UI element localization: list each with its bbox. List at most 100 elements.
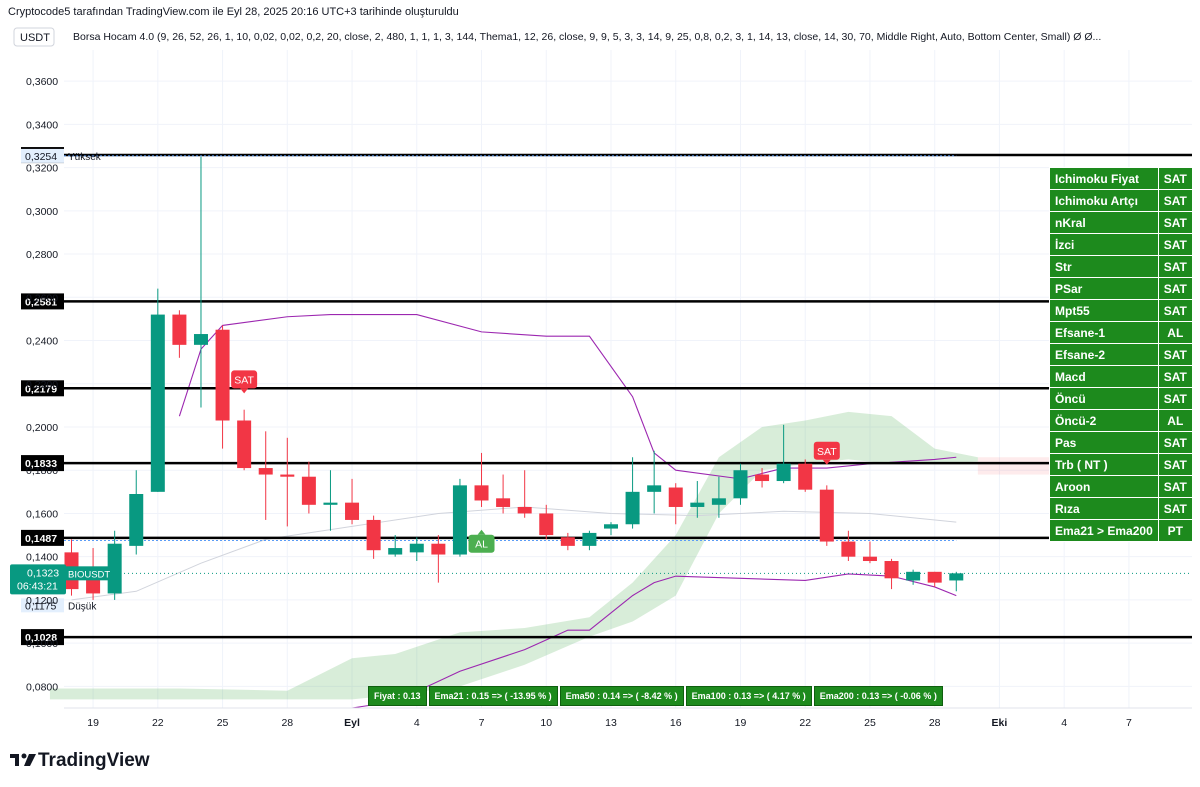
signal-value: PT bbox=[1157, 519, 1193, 542]
signal-name: Öncü bbox=[1049, 387, 1159, 410]
candle-body bbox=[927, 571, 942, 583]
candle-body bbox=[366, 519, 381, 551]
candle-body bbox=[215, 329, 230, 421]
signal-row: Ichimoku Fiyat SAT bbox=[1049, 167, 1193, 190]
candle-body bbox=[409, 543, 424, 553]
hl-label-text: Yüksek bbox=[68, 152, 102, 163]
candle-body bbox=[884, 561, 899, 579]
y-tick-label: 0,2800 bbox=[26, 249, 58, 261]
candle bbox=[366, 515, 381, 559]
candle bbox=[733, 463, 748, 505]
candle-body bbox=[819, 489, 834, 542]
level-label-box bbox=[21, 629, 64, 646]
indicator-lines bbox=[71, 314, 957, 709]
x-tick-label: 7 bbox=[479, 717, 485, 729]
candle bbox=[604, 522, 618, 536]
candle-body bbox=[841, 541, 856, 557]
candle-body bbox=[150, 314, 165, 492]
x-tick-label: Eyl bbox=[344, 717, 360, 729]
candle-body bbox=[193, 334, 208, 345]
signal-value: SAT bbox=[1157, 475, 1193, 498]
candle bbox=[129, 470, 144, 555]
candle bbox=[668, 483, 683, 525]
signal-name: Efsane-1 bbox=[1049, 321, 1159, 344]
signal-pointer bbox=[240, 388, 249, 394]
signal-name: Rıza bbox=[1049, 497, 1159, 520]
time-axis[interactable]: 19 22 25 28 Eyl 4 7 10 13 16 19 22 25 28 Eki 4 7 bbox=[64, 707, 1192, 729]
signal-box bbox=[468, 534, 495, 553]
x-tick-label: 19 bbox=[735, 717, 747, 729]
currency-label: USDT bbox=[20, 32, 50, 44]
candle-body bbox=[906, 571, 921, 581]
x-tick-label: 4 bbox=[1061, 717, 1067, 729]
candle bbox=[431, 535, 446, 583]
candle bbox=[841, 530, 856, 562]
lower-band-line bbox=[351, 573, 957, 709]
candle-body bbox=[539, 513, 554, 536]
logo-mark-bar bbox=[10, 754, 19, 758]
signal-row: Pas SAT bbox=[1049, 431, 1193, 454]
price-axis[interactable]: 0,0800 0,1000 0,1200 0,1400 0,1600 0,1800 0,20… bbox=[10, 76, 110, 693]
candle bbox=[798, 459, 813, 492]
signal-value: SAT bbox=[1157, 211, 1193, 234]
hl-label-box bbox=[21, 148, 64, 163]
x-tick-label: 28 bbox=[281, 717, 293, 729]
signal-row: Öncü-2 AL bbox=[1049, 409, 1193, 432]
current-price-box bbox=[10, 564, 66, 595]
candle-body bbox=[949, 573, 964, 581]
signal-pointer bbox=[477, 529, 486, 535]
candle-body bbox=[711, 498, 726, 505]
indicator-settings[interactable]: Borsa Hocam 4.0 (9, 26, 52, 26, 1, 10, 0… bbox=[73, 31, 1101, 43]
candle bbox=[323, 470, 338, 531]
candle bbox=[301, 461, 316, 514]
candle bbox=[539, 504, 554, 540]
signal-row: Efsane-1 AL bbox=[1049, 321, 1193, 344]
signal-row: Efsane-2 SAT bbox=[1049, 343, 1193, 366]
signal-value: SAT bbox=[1157, 365, 1193, 388]
x-tick-label: 7 bbox=[1126, 717, 1132, 729]
y-tick-label: 0,1200 bbox=[26, 595, 58, 607]
level-label-box bbox=[21, 529, 64, 546]
candle-body bbox=[798, 463, 813, 490]
signal-name: Ichimoku Fiyat bbox=[1049, 167, 1159, 190]
signal-value: SAT bbox=[1157, 167, 1193, 190]
level-label: 0,2581 bbox=[25, 296, 57, 308]
indicator-legend[interactable]: USDT Borsa Hocam 4.0 (9, 26, 52, 26, 1, … bbox=[13, 27, 1101, 47]
hl-label-box bbox=[21, 598, 64, 613]
signal-pointer bbox=[822, 459, 831, 465]
signal-name: Str bbox=[1049, 255, 1159, 278]
signal-markers: SAT AL SAT bbox=[231, 370, 840, 553]
signal-name: Mpt55 bbox=[1049, 299, 1159, 322]
signal-row: İzci SAT bbox=[1049, 233, 1193, 256]
candle bbox=[474, 452, 489, 507]
ema-summary-cell: Ema100 : 0.13 => ( 4.17 % ) bbox=[685, 686, 812, 706]
signal-name: İzci bbox=[1049, 233, 1159, 256]
signal-value: SAT bbox=[1157, 299, 1193, 322]
candle bbox=[280, 437, 295, 527]
logo-mark-stem bbox=[15, 754, 19, 766]
candles[interactable] bbox=[64, 156, 964, 600]
candle-body bbox=[755, 474, 770, 482]
kijun-line bbox=[178, 314, 957, 480]
candle bbox=[884, 558, 899, 590]
signal-name: PSar bbox=[1049, 277, 1159, 300]
candle-body bbox=[129, 494, 144, 546]
signal-name: Efsane-2 bbox=[1049, 343, 1159, 366]
signal-value: AL bbox=[1157, 409, 1193, 432]
level-label: 0,2179 bbox=[25, 383, 57, 395]
x-tick-label: 10 bbox=[540, 717, 552, 729]
candle bbox=[409, 537, 424, 562]
candle bbox=[215, 325, 230, 449]
y-tick-label: 0,1800 bbox=[26, 465, 58, 477]
signal-row: Ichimoku Artçı SAT bbox=[1049, 189, 1193, 212]
signal-row: Ema21 > Ema200 PT bbox=[1049, 519, 1193, 542]
candle-body bbox=[776, 463, 791, 482]
y-tick-label: 0,3200 bbox=[26, 163, 58, 175]
current-price-value: 0,1323 bbox=[27, 567, 59, 579]
candle bbox=[776, 424, 791, 484]
candle-body bbox=[237, 420, 252, 469]
x-tick-label: 4 bbox=[414, 717, 420, 729]
candle bbox=[647, 450, 662, 514]
candle bbox=[345, 478, 360, 525]
